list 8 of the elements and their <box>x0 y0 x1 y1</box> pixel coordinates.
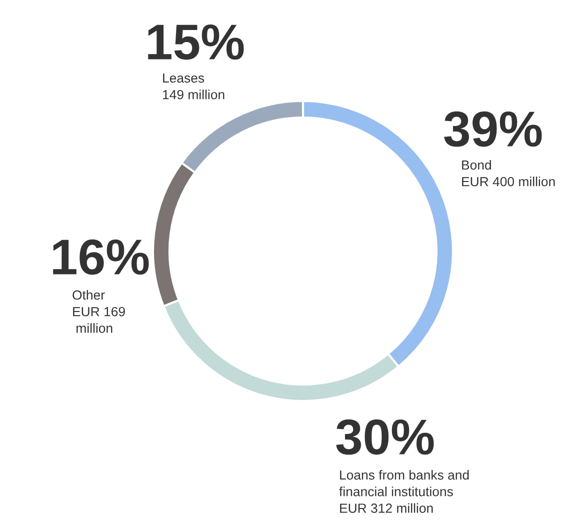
data-label: 39% <box>444 111 542 147</box>
slice-label: Loans from banks and financial institutions EUR 312 million <box>339 470 469 513</box>
slice-label: Leases 149 million <box>163 73 224 100</box>
slice-label: Other EUR 169 million <box>72 290 125 333</box>
slice-label: Bond EUR 400 million <box>462 160 555 186</box>
data-label: 30% <box>336 419 434 455</box>
data-label: 15% <box>148 24 244 60</box>
data-label: 16% <box>53 239 149 275</box>
